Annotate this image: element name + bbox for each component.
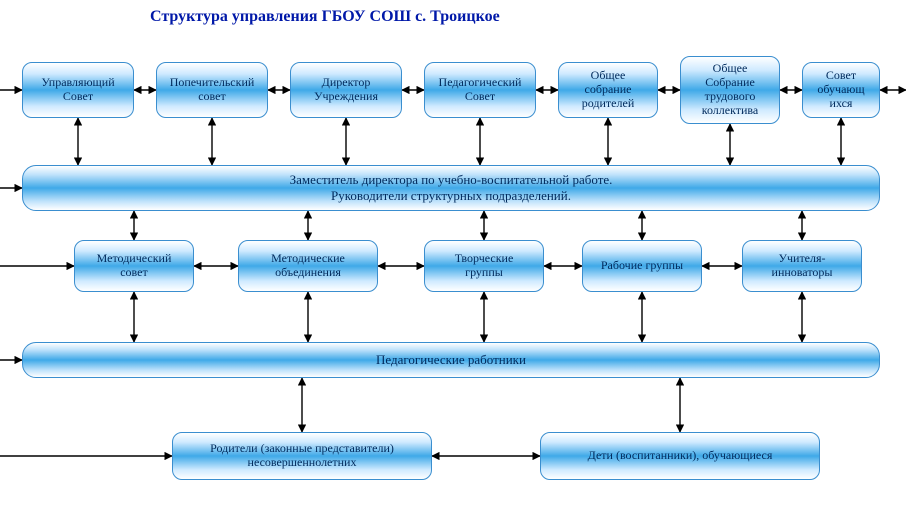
node-label-b2: Дети (воспитанники), обучающиеся [588, 449, 773, 463]
diagram-canvas: Структура управления ГБОУ СОШ с. Троицко… [0, 0, 906, 521]
node-n6: Общее Собрание трудового коллектива [680, 56, 780, 124]
node-n4: Педагогический Совет [424, 62, 536, 118]
node-label-m5: Учителя- инноваторы [772, 252, 833, 280]
node-n3: Директор Учреждения [290, 62, 402, 118]
node-label-n2: Попечительский совет [170, 76, 255, 104]
node-bar2: Педагогические работники [22, 342, 880, 378]
node-m1: Методический совет [74, 240, 194, 292]
node-m4: Рабочие группы [582, 240, 702, 292]
node-label-n7: Совет обучающ ихся [817, 69, 864, 110]
node-label-m4: Рабочие группы [601, 259, 683, 273]
node-b1: Родители (законные представители) несове… [172, 432, 432, 480]
node-label-n5: Общее собрание родителей [582, 69, 635, 110]
diagram-title: Структура управления ГБОУ СОШ с. Троицко… [150, 8, 500, 26]
node-m3: Творческие группы [424, 240, 544, 292]
node-label-n6: Общее Собрание трудового коллектива [702, 62, 759, 117]
node-n5: Общее собрание родителей [558, 62, 658, 118]
node-label-b1: Родители (законные представители) несове… [210, 442, 394, 470]
node-label-bar1: Заместитель директора по учебно-воспитат… [290, 172, 613, 204]
node-label-bar2: Педагогические работники [376, 352, 526, 368]
node-m2: Методические объединения [238, 240, 378, 292]
node-label-n4: Педагогический Совет [439, 76, 522, 104]
node-label-m1: Методический совет [97, 252, 172, 280]
node-label-m2: Методические объединения [271, 252, 345, 280]
node-bar1: Заместитель директора по учебно-воспитат… [22, 165, 880, 211]
node-label-n1: Управляющий Cовет [41, 76, 114, 104]
node-label-m3: Творческие группы [455, 252, 514, 280]
node-n7: Совет обучающ ихся [802, 62, 880, 118]
node-b2: Дети (воспитанники), обучающиеся [540, 432, 820, 480]
node-label-n3: Директор Учреждения [314, 76, 378, 104]
node-n1: Управляющий Cовет [22, 62, 134, 118]
node-n2: Попечительский совет [156, 62, 268, 118]
node-m5: Учителя- инноваторы [742, 240, 862, 292]
